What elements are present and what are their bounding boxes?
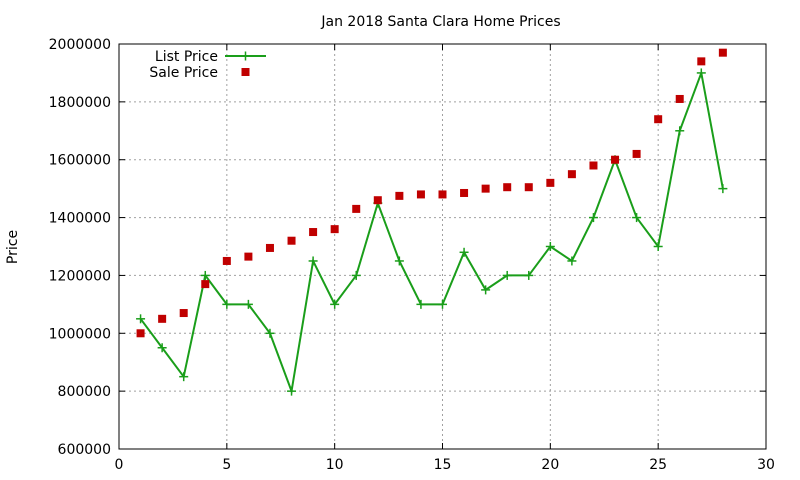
sale-price-point (460, 188, 469, 197)
list-price-point (545, 242, 555, 251)
list-price-point (394, 256, 404, 266)
chart-title: Jan 2018 Santa Clara Home Prices (320, 14, 560, 30)
list-price-point (718, 184, 728, 194)
list-price-point (416, 299, 426, 309)
y-tick-label: 1600000 (49, 153, 111, 169)
list-price-point (222, 299, 232, 309)
legend-marker-sale-price (241, 68, 250, 76)
sale-price-point (158, 314, 167, 323)
list-price-point (157, 343, 167, 353)
sale-price-point (524, 183, 533, 192)
x-tick-label: 20 (541, 457, 559, 473)
series-list-price (136, 68, 728, 396)
sale-price-point (503, 183, 512, 192)
list-price-point (265, 328, 275, 338)
legend-marker-list-price (241, 51, 250, 61)
list-price-point (588, 213, 598, 223)
list-price-point (632, 213, 642, 223)
y-tick-label: 1200000 (49, 268, 111, 284)
sale-price-point (330, 225, 339, 234)
list-price-point (524, 270, 534, 280)
y-tick-label: 800000 (58, 384, 111, 400)
sale-price-point (244, 252, 253, 261)
legend-label-sale-price: Sale Price (149, 65, 218, 81)
x-tick-label: 30 (757, 457, 775, 473)
legend-label-list-price: List Price (155, 49, 218, 65)
list-price-point (308, 256, 318, 266)
sale-price-point (567, 170, 576, 179)
sale-price-point (438, 190, 447, 199)
list-price-point (567, 256, 577, 266)
list-price-point (696, 68, 706, 78)
list-price-point (136, 314, 146, 324)
y-tick-label: 600000 (58, 442, 111, 458)
sale-price-point (222, 256, 231, 265)
list-price-point (330, 299, 340, 309)
axis-ticks: 0 5 10 15 20 25 30 600000 800000 1000000 1200000 14… (49, 37, 775, 473)
sale-price-point (265, 243, 274, 252)
sale-price-point (697, 57, 706, 66)
sale-price-point (675, 94, 684, 103)
x-tick-label: 5 (222, 457, 231, 473)
list-price-line (139, 69, 724, 396)
list-price-point (351, 270, 361, 280)
list-price-point (287, 386, 297, 396)
sale-price-point (179, 309, 188, 318)
list-price-point (179, 372, 189, 382)
y-tick-label: 1400000 (49, 211, 111, 227)
sale-price-point (201, 280, 210, 289)
list-price-point (481, 285, 491, 295)
x-tick-label: 25 (649, 457, 667, 473)
x-tick-label: 10 (326, 457, 344, 473)
sale-price-point (632, 149, 641, 158)
sale-price-point (136, 329, 145, 338)
list-price-point (675, 126, 685, 136)
sale-price-point (416, 190, 425, 199)
y-tick-label: 1000000 (49, 326, 111, 342)
list-price-point (459, 247, 469, 257)
list-price-point (243, 299, 253, 309)
sale-price-point (589, 161, 598, 170)
sale-price-point (654, 115, 663, 124)
list-price-point (438, 299, 447, 309)
sale-price-point (481, 184, 490, 193)
list-price-point (653, 242, 663, 251)
list-price-point (502, 270, 512, 280)
sale-price-point (395, 191, 404, 200)
x-tick-label: 15 (434, 457, 452, 473)
grid (119, 44, 766, 449)
y-tick-label: 1800000 (49, 95, 111, 111)
series-layer (136, 48, 728, 396)
sale-price-point (287, 236, 296, 245)
y-axis-label: Price (5, 230, 21, 264)
sale-price-point (373, 196, 382, 205)
sale-price-point (611, 155, 620, 164)
y-tick-label: 2000000 (49, 37, 111, 53)
sale-price-point (352, 204, 361, 213)
sale-price-point (546, 178, 555, 187)
list-price-point (200, 270, 210, 280)
x-tick-label: 0 (115, 457, 124, 473)
series-sale-price (136, 48, 727, 338)
sale-price-point (718, 48, 727, 57)
sale-price-point (309, 228, 318, 237)
